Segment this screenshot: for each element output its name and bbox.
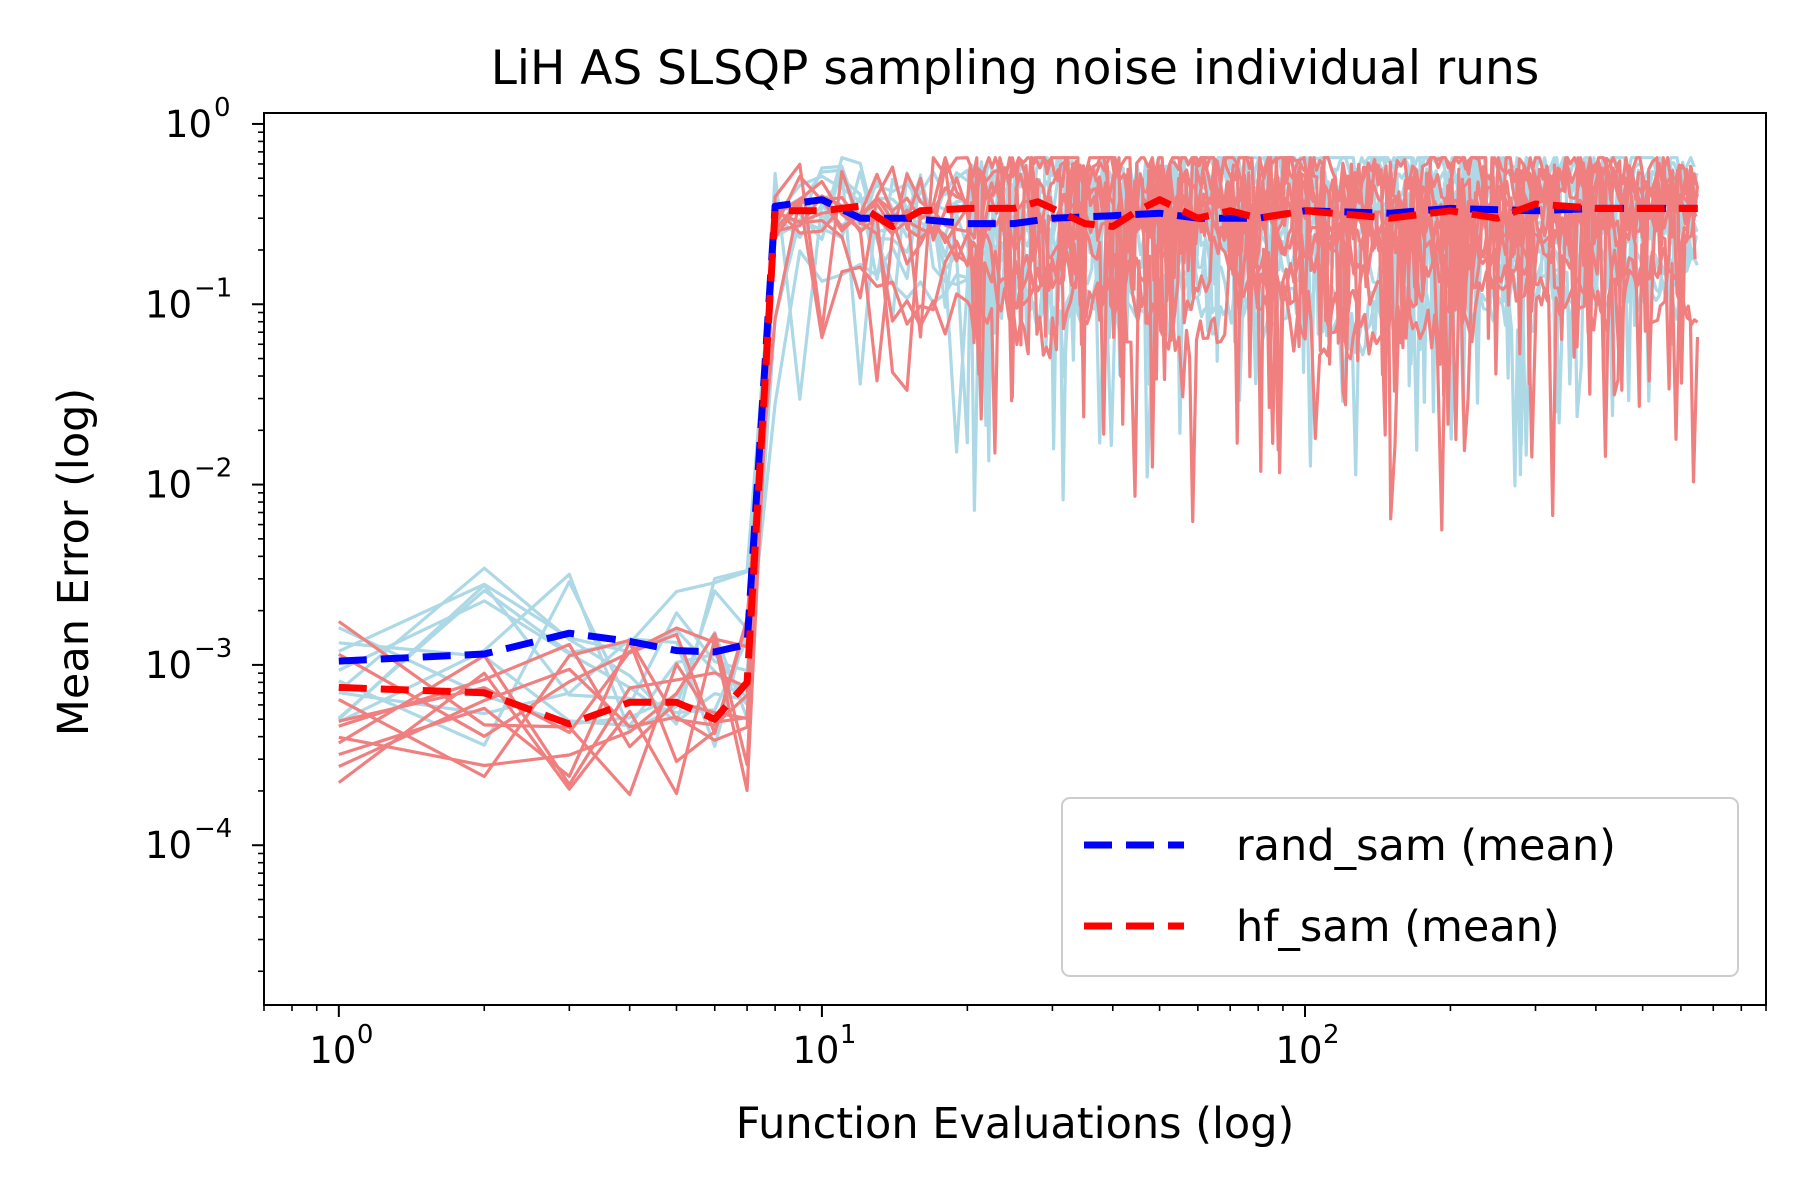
- hf-sam-run-line: [338, 156, 1700, 768]
- x-tick-exponent: 0: [357, 1020, 374, 1050]
- hf-sam-run-line: [337, 165, 1700, 797]
- y-tick-label: 10: [145, 464, 192, 507]
- y-axis-label: Mean Error (log): [49, 388, 99, 736]
- x-tick-label: 10: [309, 1029, 356, 1072]
- legend-frame: [1061, 797, 1739, 977]
- y-tick-label: 10: [145, 283, 192, 326]
- x-tick-label: 10: [1275, 1029, 1322, 1072]
- legend-label-rand-sam: rand_sam (mean): [1236, 821, 1616, 871]
- series-line-hf-sam: [338, 196, 1698, 728]
- plot-frame: [263, 112, 1767, 1006]
- y-tick-exponent: −4: [194, 814, 232, 844]
- x-tick-exponent: 2: [1323, 1020, 1340, 1050]
- y-tick-label: 10: [145, 824, 192, 867]
- y-tick-label: 10: [165, 103, 212, 146]
- individual-runs: [337, 156, 1700, 797]
- chart-title: LiH AS SLSQP sampling noise individual r…: [491, 41, 1540, 96]
- y-tick-exponent: 0: [214, 93, 231, 123]
- x-axis-ticks: 10 0 10 1 10 2: [263, 1005, 1767, 1072]
- legend: rand_sam (mean) hf_sam (mean): [1061, 797, 1739, 977]
- x-tick-exponent: 1: [840, 1020, 857, 1050]
- legend-label-hf-sam: hf_sam (mean): [1236, 902, 1560, 952]
- y-tick-exponent: −1: [194, 273, 232, 303]
- y-tick-exponent: −3: [194, 634, 232, 664]
- x-tick-label: 10: [792, 1029, 839, 1072]
- y-tick-exponent: −2: [194, 454, 232, 484]
- y-tick-label: 10: [145, 644, 192, 687]
- series-line-rand-sam: [338, 196, 1698, 665]
- x-axis-label: Function Evaluations (log): [736, 1099, 1295, 1149]
- mean-lines: [338, 196, 1698, 728]
